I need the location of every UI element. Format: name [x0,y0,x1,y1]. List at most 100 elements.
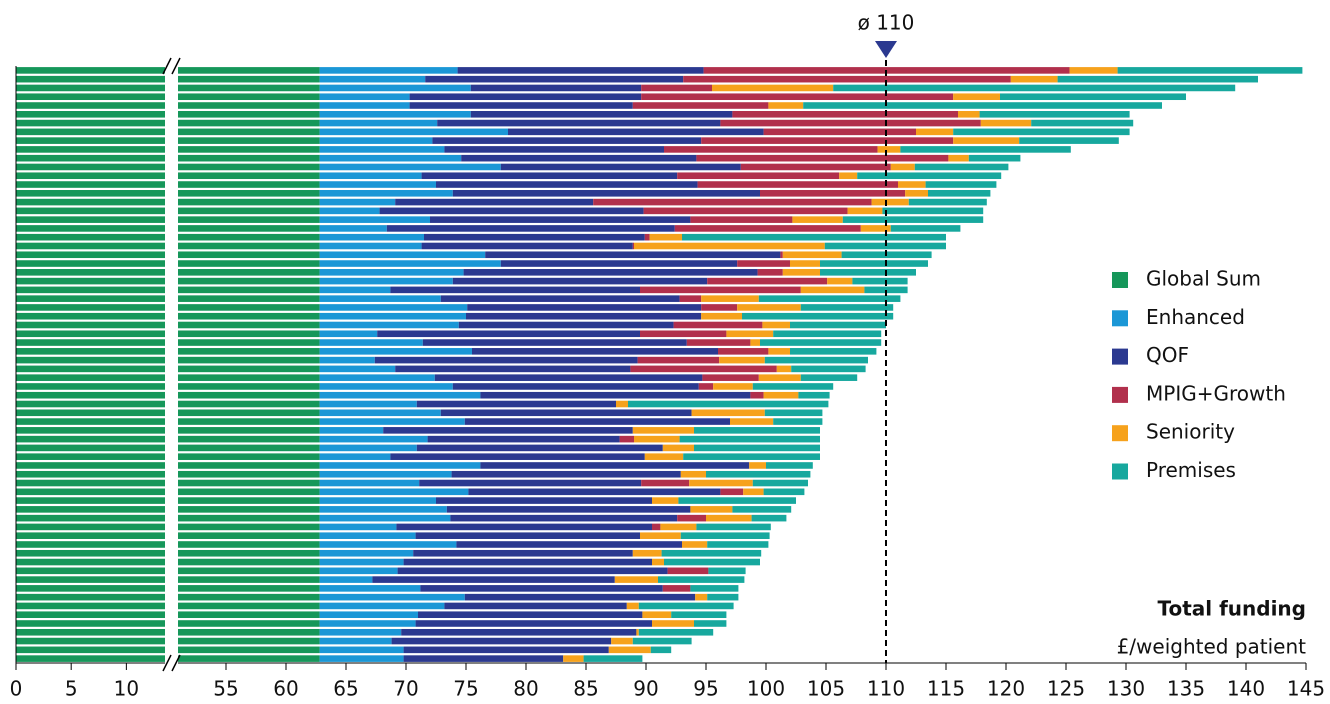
bar-segment [742,312,894,320]
bar-segment [319,295,441,302]
bar-segment [649,233,682,241]
bar-segment [678,497,796,504]
bar-segment [444,146,664,153]
bar-segment [415,532,640,539]
bar-segment [634,435,680,443]
bar-segment [701,295,759,302]
bar-segment [403,558,652,566]
bar-segment [706,514,752,522]
bar-segment [707,277,828,285]
bar-segment [319,400,417,408]
bar-segment [696,523,771,531]
bar-segment [661,549,762,557]
bar-segment [485,251,781,259]
bar-segment [422,339,687,346]
bar-segment [768,348,790,355]
bar-segment [319,93,410,101]
bar-segment [673,321,763,329]
bar-segment [760,339,882,346]
bar-segment [758,295,901,302]
bar-segment [640,286,801,294]
bar-segment [780,251,783,259]
bar-segment [660,523,697,531]
bar-segment [319,154,462,162]
bar-segment [773,418,823,425]
bar-segment [680,470,706,478]
bar-segment [319,75,426,83]
bar-segment [319,233,424,241]
x-tick-label: 145 [1287,677,1325,701]
bar-segment [698,383,714,390]
bar-segment [421,242,633,250]
x-tick-label: 115 [927,677,965,701]
bar-segment [508,128,764,136]
bar-segment [372,576,615,583]
bar-segment [686,339,751,346]
bar-segment [632,427,694,434]
bar-segment [413,549,633,557]
bar-segment [644,453,684,460]
bar-segment [763,128,916,136]
bar-segment [500,163,741,171]
bar-segment [958,110,980,118]
bar-segment [842,216,984,223]
bar-segment [319,348,472,355]
bar-segment [319,225,387,232]
bar-segment [800,286,865,294]
bar-segment [401,628,637,636]
bar-segment [319,84,471,92]
x-tick-label: 100 [747,677,785,701]
bar-segment [386,225,675,232]
bar-segment [470,110,733,118]
bar-segment [827,277,853,285]
bar-segment [628,400,829,408]
bar-segment [418,611,643,619]
bar-segment [948,154,969,162]
bar-segment [642,611,672,619]
legend-label: Seniority [1146,420,1235,444]
bar-segment [430,216,691,223]
bar-segment [614,576,658,583]
bar-segment [701,304,738,311]
x-tick-label: 80 [513,677,538,701]
bar-segment [608,646,651,654]
bar-segment [416,400,616,408]
bar-segment [319,567,398,575]
axis-break-mark [171,654,181,672]
bar-segment [679,435,820,443]
bar-segment [763,488,805,496]
bar-segment [470,84,642,92]
bar-segment [319,110,471,118]
bar-segment [900,146,1071,153]
axis-break-mark [171,57,181,75]
bar-segment [953,137,1020,144]
bar-segment [782,269,820,276]
bar-segment [800,374,858,381]
bar-segment [464,593,696,601]
bar-segment [319,304,468,311]
legend-swatch [1112,386,1128,403]
bar-segment [752,479,808,487]
bar-segment [732,110,958,118]
bar-segment [319,163,501,171]
bar-segment [760,190,906,197]
bar-segment [701,312,742,320]
x-tick-label: 70 [393,677,418,701]
bar-segment [452,190,760,197]
bar-segment [383,427,633,434]
x-tick-label: 10 [114,677,139,701]
bar-segment [640,532,681,539]
legend-label: Global Sum [1146,267,1261,291]
bar-segment [403,655,564,662]
bar-segment [766,462,813,469]
bar-segment [319,137,433,144]
bar-segment [652,523,661,531]
bar-segment [749,462,766,469]
bar-segment [664,558,760,566]
bar-segment [820,269,916,276]
bar-segment [790,321,886,329]
bar-segment [452,383,699,390]
x-tick-label: 130 [1107,677,1145,701]
bar-segment [319,339,423,346]
bar-segment [409,102,633,109]
